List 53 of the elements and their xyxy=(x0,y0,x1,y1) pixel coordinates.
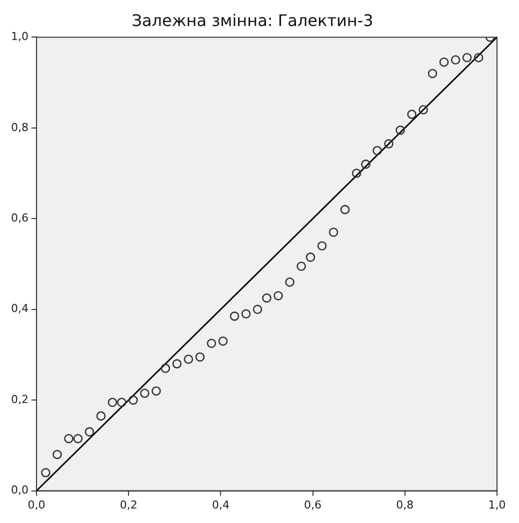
point xyxy=(462,52,472,62)
point xyxy=(361,160,370,169)
point xyxy=(52,450,62,460)
point xyxy=(41,468,50,478)
x-tick-label: 0,0 xyxy=(28,498,46,512)
point xyxy=(252,304,262,314)
point xyxy=(439,58,449,67)
point xyxy=(407,110,416,119)
point xyxy=(128,395,138,405)
y-tick-label: 1,0 xyxy=(10,30,28,44)
y-tick-label: 0,6 xyxy=(10,212,28,224)
point xyxy=(117,398,126,407)
point xyxy=(73,434,83,444)
y-tick-label: 0,8 xyxy=(10,120,28,134)
point xyxy=(340,204,350,214)
y-tick-label: 0,0 xyxy=(10,484,28,497)
point xyxy=(184,354,194,364)
point xyxy=(384,139,394,148)
chart-title: Залежна змінна: Галектин-3 xyxy=(132,10,374,30)
point xyxy=(84,427,94,436)
point xyxy=(474,52,484,62)
point xyxy=(317,241,327,251)
point xyxy=(285,277,294,287)
point xyxy=(296,262,306,271)
point xyxy=(160,364,170,373)
point xyxy=(274,291,283,300)
point xyxy=(450,55,460,65)
y-tick-label: 0,4 xyxy=(10,302,28,316)
point xyxy=(352,168,362,178)
point xyxy=(218,336,228,346)
point xyxy=(262,293,272,303)
x-tick-label: 0,8 xyxy=(396,498,414,512)
point xyxy=(140,388,150,398)
point xyxy=(172,359,182,368)
x-tick-label: 0,4 xyxy=(212,498,230,512)
point xyxy=(428,68,438,78)
point xyxy=(372,146,382,156)
point xyxy=(152,386,161,396)
point xyxy=(195,352,205,362)
point xyxy=(241,309,251,319)
point xyxy=(96,411,106,421)
point xyxy=(64,434,74,444)
point xyxy=(418,105,428,114)
x-tick-label: 1,0 xyxy=(488,498,506,512)
point xyxy=(108,398,118,407)
x-tick-label: 0,2 xyxy=(120,498,138,512)
point xyxy=(328,228,338,237)
point xyxy=(206,338,216,348)
point xyxy=(230,312,240,321)
x-tick-label: 0,6 xyxy=(304,498,322,512)
point xyxy=(306,252,316,262)
y-tick-label: 0,2 xyxy=(10,392,28,406)
point xyxy=(396,126,405,135)
